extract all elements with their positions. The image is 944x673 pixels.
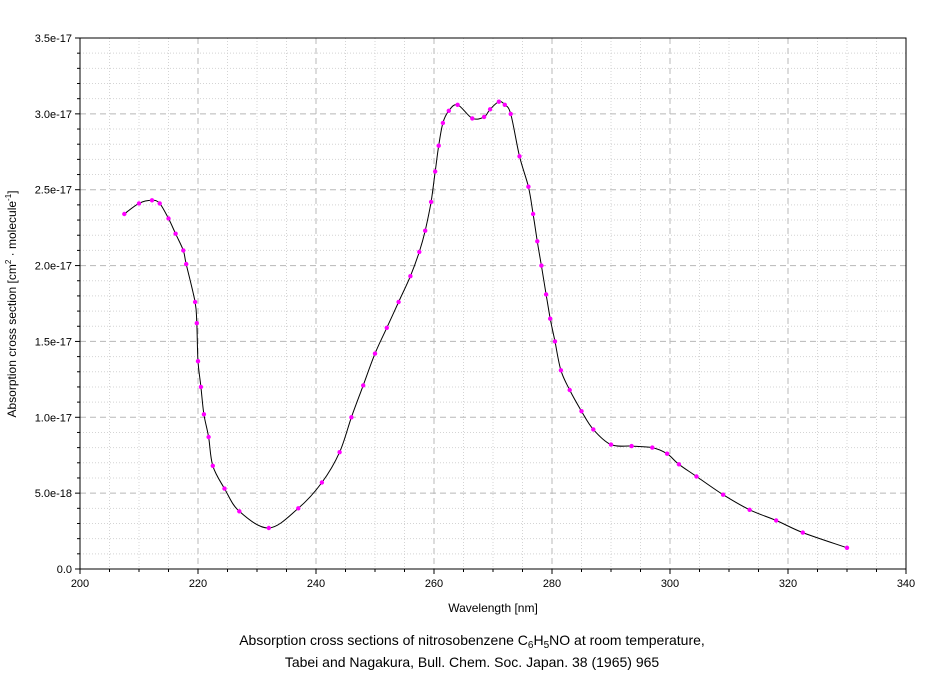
data-point (194, 321, 199, 326)
data-point (676, 462, 682, 467)
data-point (487, 107, 493, 112)
data-point (184, 261, 189, 267)
data-point (720, 492, 726, 497)
data-point (548, 316, 553, 321)
data-point (629, 443, 634, 449)
caption-line-1: Absorption cross sections of nitrosobenz… (239, 632, 705, 651)
x-tick-label: 300 (661, 578, 679, 590)
data-point (122, 211, 127, 217)
data-point (319, 480, 325, 485)
data-point (496, 99, 502, 104)
data-point (210, 463, 215, 468)
x-tick-label: 260 (425, 578, 443, 590)
x-tick-label: 220 (189, 578, 207, 590)
axis-ticks (75, 37, 907, 574)
x-axis-title: Wavelength [nm] (448, 601, 538, 615)
data-point (372, 351, 378, 356)
data-point (192, 299, 198, 305)
series-line (123, 101, 848, 549)
data-point (195, 359, 201, 364)
data-point (844, 545, 850, 550)
x-tick-label: 240 (307, 578, 325, 590)
data-point (237, 509, 242, 514)
x-tick-labels: 200 220 240 260 280 300 320 340 (71, 578, 915, 590)
x-tick-label: 320 (779, 578, 797, 590)
data-point (694, 474, 699, 479)
data-point (774, 518, 779, 523)
data-point (436, 143, 441, 148)
data-point (502, 102, 507, 108)
data-point (408, 274, 413, 279)
data-point (517, 154, 522, 159)
data-point (535, 239, 540, 244)
absorption-chart: 200 220 240 260 280 300 320 340 0.0 5.0e-18 1.0e-… (4, 33, 915, 615)
data-point (567, 387, 572, 393)
data-point (428, 199, 434, 205)
data-point (384, 325, 389, 330)
data-point (455, 102, 460, 108)
data-point (157, 201, 162, 206)
grid (80, 38, 906, 569)
plot-frame (79, 37, 907, 570)
data-point (136, 201, 142, 206)
data-point (800, 530, 805, 535)
data-point (396, 299, 401, 305)
data-point (222, 486, 227, 491)
x-tick-label: 280 (543, 578, 561, 590)
data-point (664, 451, 670, 456)
data-point (470, 116, 475, 121)
data-point (349, 415, 354, 420)
y-tick-label: 1.5e-17 (35, 336, 72, 348)
data-point (181, 248, 186, 253)
data-point (440, 120, 446, 126)
y-tick-label: 3.5e-17 (35, 33, 72, 45)
data-point (423, 228, 428, 233)
data-point (543, 292, 549, 297)
data-point (608, 442, 614, 447)
data-point (552, 339, 558, 344)
data-point (558, 368, 564, 373)
data-point (526, 184, 531, 189)
data-point (201, 412, 207, 417)
y-tick-label: 1.0e-17 (35, 412, 72, 424)
data-point (206, 434, 211, 440)
y-tick-label: 0.0 (57, 564, 72, 576)
y-tick-label: 2.5e-17 (35, 185, 72, 197)
data-point (579, 409, 584, 414)
data-point (296, 506, 301, 511)
data-point (361, 383, 366, 388)
data-point (266, 525, 271, 531)
data-point (337, 450, 342, 455)
data-point (530, 211, 536, 217)
data-point (446, 108, 451, 114)
data-point (508, 111, 513, 117)
data-point (650, 445, 655, 450)
data-markers (122, 99, 850, 550)
y-tick-labels: 0.0 5.0e-18 1.0e-17 1.5e-17 2.0e-17 2.5e-17 3.… (35, 33, 72, 576)
y-axis-title: Absorption cross section [cm2 · molecule… (4, 190, 19, 417)
data-point (747, 507, 752, 512)
x-tick-label: 200 (71, 578, 89, 590)
y-tick-label: 2.0e-17 (35, 261, 72, 273)
data-point (198, 384, 204, 390)
y-tick-label: 3.0e-17 (35, 109, 72, 121)
data-point (539, 263, 544, 268)
data-point (417, 249, 422, 255)
data-point (173, 231, 178, 236)
caption-line-2: Tabei and Nagakura, Bull. Chem. Soc. Jap… (284, 654, 660, 670)
data-point (166, 216, 171, 221)
data-point (591, 427, 596, 432)
y-tick-label: 5.0e-18 (35, 488, 72, 500)
data-point (149, 198, 155, 203)
x-tick-label: 340 (897, 578, 915, 590)
data-point (481, 114, 487, 120)
data-point (433, 169, 438, 174)
